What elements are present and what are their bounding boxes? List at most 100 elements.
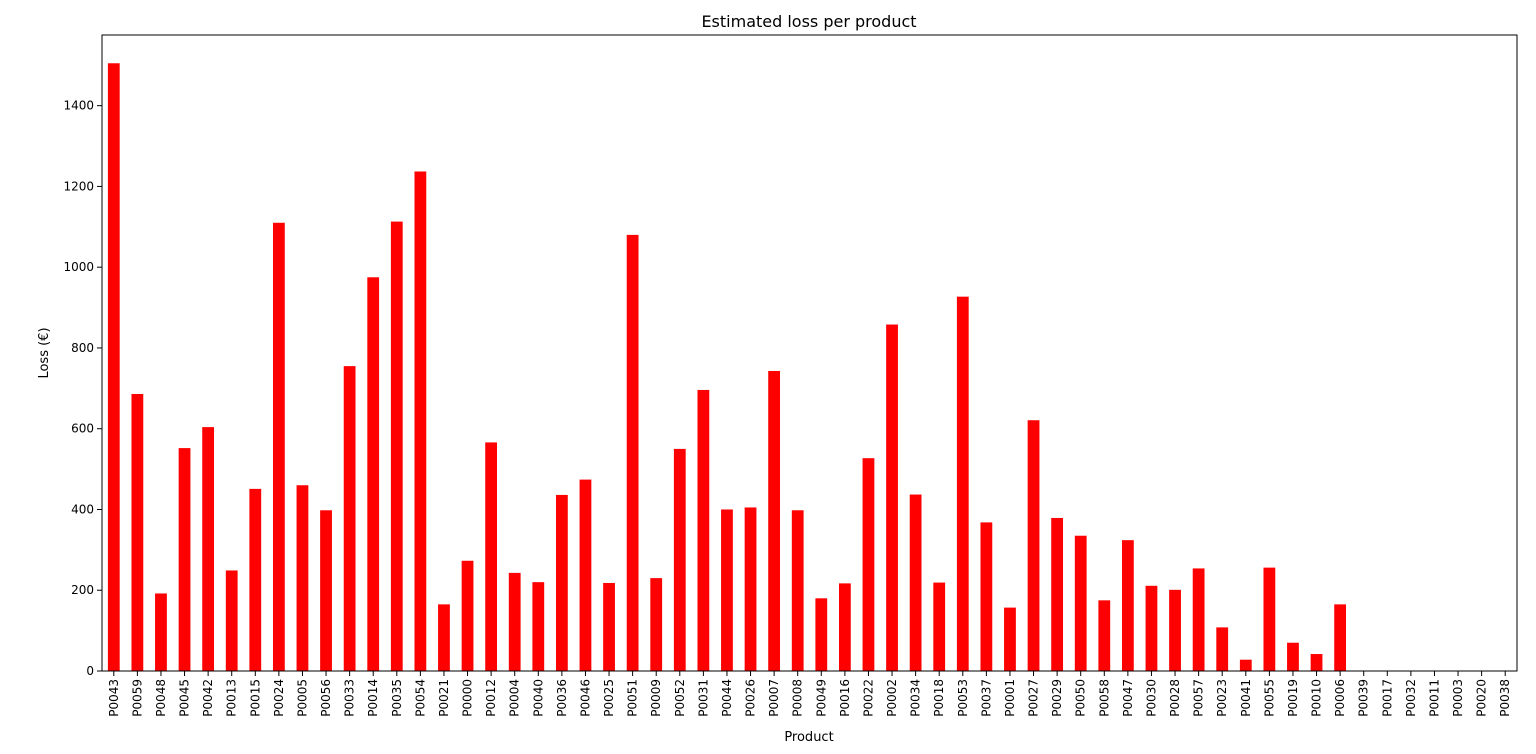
- x-tick-label-p0023: P0023: [1215, 679, 1229, 717]
- x-tick-label-p0012: P0012: [484, 679, 498, 717]
- x-tick-label-p0006: P0006: [1333, 679, 1347, 717]
- x-tick-label-p0048: P0048: [154, 679, 168, 717]
- x-tick-label-p0011: P0011: [1427, 679, 1441, 717]
- bar-p0005: [296, 485, 309, 671]
- bar-p0045: [178, 448, 191, 671]
- x-tick-label-p0039: P0039: [1357, 679, 1371, 717]
- bar-p0050: [1074, 535, 1087, 671]
- x-tick-label-p0002: P0002: [885, 679, 899, 717]
- bar-p0030: [1145, 585, 1158, 671]
- x-tick-label-p0042: P0042: [201, 679, 215, 717]
- x-tick-label-p0001: P0001: [1003, 679, 1017, 717]
- x-tick-label-p0059: P0059: [130, 679, 144, 717]
- x-tick-label-p0015: P0015: [248, 679, 262, 717]
- x-tick-label-p0041: P0041: [1239, 679, 1253, 717]
- bar-p0059: [131, 393, 144, 671]
- x-tick-label-p0005: P0005: [295, 679, 309, 717]
- bars-layer: [107, 63, 1347, 672]
- x-tick-label-p0022: P0022: [861, 679, 875, 717]
- bar-p0024: [272, 222, 285, 671]
- x-tick-label-p0034: P0034: [909, 679, 923, 717]
- bar-p0053: [956, 296, 969, 671]
- bar-p0025: [603, 582, 615, 671]
- bar-p0051: [626, 234, 639, 671]
- x-tick-label-p0016: P0016: [838, 679, 852, 717]
- bar-p0042: [202, 427, 215, 671]
- x-tick-label-p0045: P0045: [178, 679, 192, 717]
- x-tick-label-p0036: P0036: [555, 679, 569, 717]
- y-tick-label-800: 800: [71, 341, 94, 355]
- x-tick-label-p0013: P0013: [225, 679, 239, 717]
- x-tick-label-p0021: P0021: [437, 679, 451, 717]
- bar-p0028: [1169, 589, 1181, 671]
- bar-p0019: [1287, 642, 1299, 671]
- bar-p0040: [532, 582, 545, 671]
- x-tick-label-p0058: P0058: [1097, 679, 1111, 717]
- y-tick-label-1000: 1000: [63, 260, 94, 274]
- x-tick-label-p0029: P0029: [1050, 679, 1064, 717]
- x-tick-label-p0019: P0019: [1286, 679, 1300, 717]
- bar-p0037: [980, 522, 993, 671]
- x-tick-label-p0047: P0047: [1121, 679, 1135, 717]
- bar-p0052: [673, 448, 686, 671]
- x-tick-label-p0009: P0009: [649, 679, 663, 717]
- x-tick-label-p0007: P0007: [767, 679, 781, 717]
- x-tick-label-p0055: P0055: [1262, 679, 1276, 717]
- x-tick-label-p0025: P0025: [602, 679, 616, 717]
- x-tick-label-p0033: P0033: [343, 679, 357, 717]
- bar-p0026: [744, 507, 757, 671]
- y-tick-label-1200: 1200: [63, 179, 94, 193]
- bar-p0036: [555, 494, 568, 671]
- bar-p0022: [862, 458, 875, 671]
- bar-p0034: [909, 494, 922, 671]
- x-tick-label-p0031: P0031: [696, 679, 710, 717]
- x-tick-label-p0053: P0053: [956, 679, 970, 717]
- x-tick-label-p0057: P0057: [1192, 679, 1206, 717]
- x-tick-label-p0017: P0017: [1380, 679, 1394, 717]
- bar-p0035: [390, 221, 403, 671]
- bar-p0033: [343, 366, 356, 671]
- x-tick-label-p0046: P0046: [578, 679, 592, 717]
- x-tick-label-p0014: P0014: [366, 679, 380, 717]
- y-axis-label: Loss (€): [37, 327, 52, 378]
- x-tick-label-p0040: P0040: [531, 679, 545, 717]
- x-tick-label-p0004: P0004: [508, 679, 522, 717]
- bar-p0004: [508, 572, 521, 671]
- bar-p0013: [225, 570, 238, 671]
- bar-p0023: [1216, 627, 1229, 671]
- x-tick-label-p0032: P0032: [1404, 679, 1418, 717]
- x-tick-label-p0038: P0038: [1498, 679, 1512, 717]
- axes-layer: 0 200 400 600 800 1000 1200 1400 P0043 P0059 P0048…: [63, 34, 1518, 717]
- y-tick-label-200: 200: [71, 583, 94, 597]
- bar-p0057: [1192, 568, 1205, 671]
- x-tick-label-p0010: P0010: [1310, 679, 1324, 717]
- x-tick-label-p0052: P0052: [673, 679, 687, 717]
- bar-p0054: [414, 171, 427, 672]
- x-tick-label-p0054: P0054: [413, 679, 427, 717]
- bar-p0012: [485, 442, 498, 671]
- bar-p0014: [367, 277, 380, 671]
- x-tick-label-p0035: P0035: [390, 679, 404, 717]
- bar-p0041: [1239, 659, 1252, 671]
- bar-p0000: [461, 560, 474, 671]
- x-tick-label-p0003: P0003: [1451, 679, 1465, 717]
- bar-p0015: [249, 488, 262, 671]
- bar-p0056: [320, 510, 332, 671]
- bar-p0055: [1263, 567, 1276, 671]
- bar-p0001: [1004, 607, 1016, 671]
- bar-p0046: [579, 479, 592, 671]
- x-tick-label-p0056: P0056: [319, 679, 333, 717]
- x-tick-label-p0020: P0020: [1475, 679, 1489, 717]
- bar-p0047: [1121, 540, 1134, 671]
- bar-p0029: [1051, 517, 1064, 671]
- bar-p0018: [933, 582, 946, 671]
- x-tick-label-p0018: P0018: [932, 679, 946, 717]
- x-tick-label-p0051: P0051: [626, 679, 640, 717]
- x-tick-label-p0027: P0027: [1027, 679, 1041, 717]
- x-tick-label-p0050: P0050: [1074, 679, 1088, 717]
- bar-p0006: [1334, 604, 1347, 671]
- x-tick-label-p0024: P0024: [272, 679, 286, 717]
- bar-p0058: [1098, 600, 1111, 671]
- y-tick-label-1400: 1400: [63, 99, 94, 113]
